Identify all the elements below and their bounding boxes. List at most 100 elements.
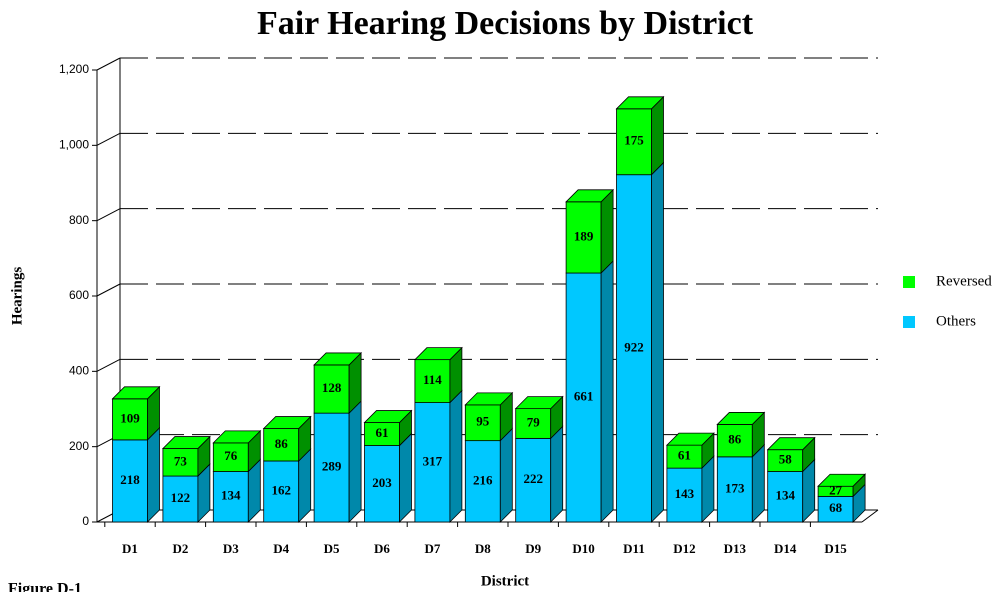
grid-diag — [96, 132, 121, 146]
figure-label: Figure D-1 — [8, 581, 82, 592]
legend-swatch — [903, 276, 915, 288]
chart-title: Fair Hearing Decisions by District — [257, 5, 754, 42]
x-tick-label: D9 — [525, 541, 541, 556]
data-label: 61 — [678, 448, 691, 463]
bar-front — [817, 495, 854, 523]
y-axis-label: Hearings — [9, 267, 25, 325]
bar-top — [565, 189, 615, 203]
data-label: 122 — [171, 490, 191, 505]
bar-top — [313, 352, 363, 366]
data-label: 134 — [221, 488, 241, 503]
bar-top — [161, 436, 211, 449]
x-tick-label: D12 — [673, 541, 695, 556]
data-label: 86 — [728, 432, 742, 447]
bar-side — [600, 260, 614, 523]
bar-front — [414, 402, 451, 523]
bar-side — [449, 389, 463, 523]
x-tick-label: D3 — [223, 541, 239, 556]
bar-top — [464, 392, 514, 406]
y-tick-label: 600 — [69, 288, 89, 302]
bar-top — [766, 437, 816, 451]
data-label: 27 — [829, 482, 843, 497]
data-label: 222 — [523, 471, 543, 486]
bar-front — [464, 404, 501, 442]
x-axis-label: District — [481, 573, 529, 589]
x-tick-label: D7 — [424, 541, 440, 556]
data-label: 189 — [574, 228, 594, 243]
bar-front — [767, 471, 804, 523]
bar-side — [600, 188, 614, 274]
x-tick-label: D13 — [724, 541, 747, 556]
data-label: 79 — [527, 414, 541, 429]
bar-top — [363, 410, 413, 423]
bar-front — [364, 445, 400, 523]
legend-label: Reversed — [936, 273, 992, 289]
bar-side — [499, 427, 513, 523]
bar-front — [716, 424, 753, 458]
x-tick-label: D10 — [572, 541, 594, 556]
x-tick-label: D2 — [172, 541, 188, 556]
bar-side — [399, 432, 412, 523]
data-label: 73 — [174, 453, 188, 468]
bar-front — [263, 428, 300, 462]
data-label: 162 — [271, 482, 291, 497]
bar-top — [716, 412, 766, 425]
y-tick-label: 400 — [69, 364, 89, 378]
bar-top — [817, 473, 867, 487]
data-label: 95 — [476, 414, 490, 429]
bar-front — [464, 440, 501, 523]
bar-side — [550, 425, 564, 523]
bar-top — [212, 430, 262, 444]
bar-front — [414, 359, 451, 403]
bar-top — [615, 96, 665, 110]
bar-top — [111, 386, 161, 400]
data-label: 134 — [775, 488, 795, 503]
bar-side — [298, 448, 312, 523]
x-tick-label: D5 — [324, 541, 340, 556]
bar-front — [565, 272, 602, 523]
bar-front — [263, 460, 300, 523]
bar-top — [514, 396, 564, 410]
data-label: 86 — [275, 436, 289, 451]
data-label: 173 — [725, 480, 745, 495]
bar-top — [262, 416, 312, 429]
data-label: 58 — [779, 452, 793, 467]
x-tick-label: D8 — [475, 541, 491, 556]
y-tick-label: 0 — [82, 514, 89, 528]
bar-top — [665, 432, 715, 446]
grid-diag — [96, 208, 121, 222]
data-label: 61 — [376, 425, 389, 440]
grid-diag — [96, 57, 121, 71]
data-label: 216 — [473, 472, 493, 487]
grid-diag — [96, 358, 121, 372]
bar-front — [616, 108, 652, 176]
legend-label: Others — [936, 313, 976, 329]
data-label: 143 — [675, 486, 695, 501]
floor-right — [861, 509, 879, 523]
bar-front — [112, 398, 148, 441]
bar-side — [348, 400, 362, 523]
bar-front — [313, 412, 350, 523]
data-label: 203 — [372, 475, 392, 490]
data-label: 128 — [322, 380, 342, 395]
data-label: 114 — [423, 372, 442, 387]
data-label: 68 — [829, 500, 843, 515]
bar-front — [112, 439, 148, 523]
data-label: 109 — [120, 410, 140, 425]
bar-top — [413, 347, 463, 361]
y-tick-label: 1,200 — [59, 62, 89, 76]
y-tick-label: 1,000 — [59, 138, 89, 152]
legend-swatch — [903, 316, 915, 328]
x-tick-label: D14 — [774, 541, 797, 556]
y-tick-label: 200 — [69, 439, 89, 453]
bar-side — [751, 443, 765, 523]
data-label: 218 — [120, 472, 140, 487]
x-tick-label: D6 — [374, 541, 390, 556]
y-tick-label: 800 — [69, 213, 89, 227]
data-label: 175 — [624, 133, 644, 148]
x-tick-label: D4 — [273, 541, 289, 556]
data-label: 317 — [423, 453, 443, 468]
x-tick-label: D11 — [623, 541, 645, 556]
bar-front — [515, 408, 552, 439]
